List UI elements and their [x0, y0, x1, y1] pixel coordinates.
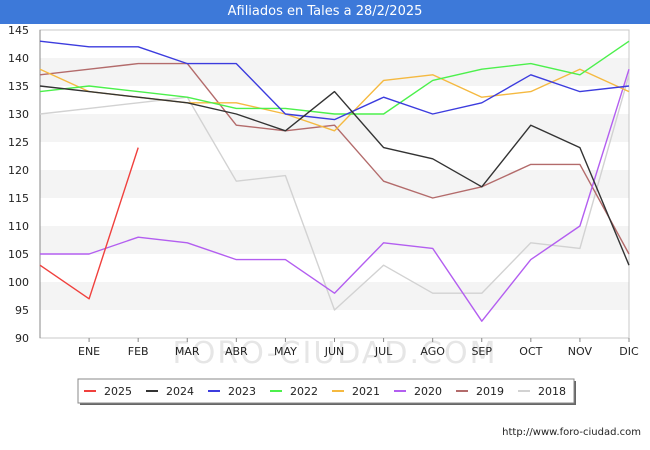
legend-label-2023: 2023 [228, 385, 256, 398]
legend-box [77, 378, 575, 404]
source-url: http://www.foro-ciudad.com [502, 427, 641, 438]
grid-band [40, 58, 629, 86]
y-tick-label: 145 [8, 24, 29, 37]
y-tick-label: 115 [8, 192, 29, 205]
x-tick-label: JUN [324, 345, 345, 358]
x-tick-label: ABR [225, 345, 248, 358]
y-axis-ticks: 90 95 100 105 110 115 120 125 130 135 140 145 [8, 24, 29, 345]
legend-label-2022: 2022 [290, 385, 318, 398]
y-tick-label: 90 [15, 332, 29, 345]
legend-label-2020: 2020 [414, 385, 442, 398]
x-tick-label: SEP [471, 345, 492, 358]
x-tick-label: NOV [568, 345, 593, 358]
chart-title: Afiliados en Tales a 28/2/2025 [0, 0, 650, 24]
y-tick-label: 95 [15, 304, 29, 317]
legend: 2025 2024 2023 2022 2021 2020 2019 2018 [77, 378, 576, 405]
grid-band [40, 226, 629, 254]
series-lines [39, 40, 630, 322]
x-tick-label: MAR [175, 345, 200, 358]
grid-band [40, 310, 629, 338]
grid-band [40, 282, 629, 310]
grid-band [40, 198, 629, 226]
x-tick-label: OCT [519, 345, 542, 358]
x-tick-label: AGO [420, 345, 445, 358]
legend-label-2024: 2024 [166, 385, 194, 398]
legend-label-2025: 2025 [104, 385, 132, 398]
grid-band [40, 86, 629, 114]
y-tick-label: 105 [8, 248, 29, 261]
y-tick-label: 130 [8, 108, 29, 121]
x-tick-label: MAY [274, 345, 297, 358]
series-line-2019 [39, 62, 630, 255]
y-tick-label: 100 [8, 276, 29, 289]
legend-label-2021: 2021 [352, 385, 380, 398]
grid-band [40, 254, 629, 282]
legend-label-2018: 2018 [538, 385, 566, 398]
x-tick-label: JUL [374, 345, 393, 358]
series-line-2020 [40, 68, 630, 322]
x-axis-ticks: ENE FEB MAR ABR MAY JUN JUL AGO SEP OCT NOV DIC [78, 338, 639, 358]
y-tick-label: 125 [8, 136, 29, 149]
series-line-2025 [39, 147, 139, 300]
y-tick-label: 110 [8, 220, 29, 233]
legend-label-2019: 2019 [476, 385, 504, 398]
grid-band [40, 114, 629, 142]
grid-bands [40, 30, 629, 338]
grid-band [40, 142, 629, 170]
series-line-2018 [39, 74, 630, 311]
x-tick-label: ENE [78, 345, 100, 358]
series-line-2023 [39, 40, 630, 121]
series-line-2022 [39, 40, 630, 115]
y-tick-label: 135 [8, 80, 29, 93]
y-tick-label: 140 [8, 52, 29, 65]
y-tick-label: 120 [8, 164, 29, 177]
x-tick-label: DIC [619, 345, 639, 358]
x-tick-label: FEB [128, 345, 149, 358]
series-line-2024 [39, 85, 630, 266]
grid-band [40, 30, 629, 58]
grid-band [40, 170, 629, 198]
